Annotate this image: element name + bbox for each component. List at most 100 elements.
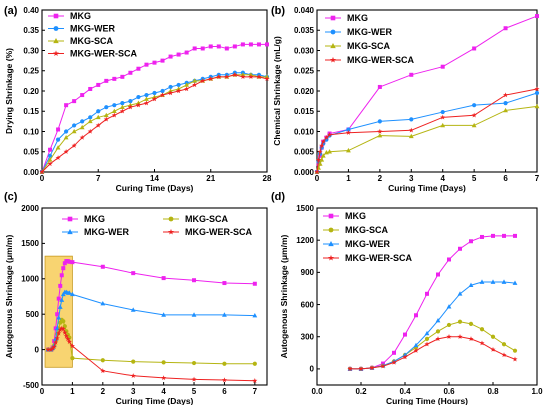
data-point [490,279,496,284]
data-point [346,127,351,132]
legend-marker [168,216,174,222]
data-point [104,78,109,83]
data-point [314,169,320,175]
data-point [58,283,63,288]
data-point [64,103,69,108]
data-point [128,70,133,75]
y-tick-label: 1500 [296,204,314,213]
data-point [152,60,157,65]
data-point [39,169,45,175]
legend-marker [330,56,336,63]
data-point [54,335,60,341]
x-tick-label: 2 [101,387,106,396]
legend-entry: MKG-WER-SCA [185,227,252,237]
data-point [447,257,451,262]
series-wersca [314,86,540,175]
data-point [512,356,518,362]
data-point [45,346,51,352]
data-point [59,273,64,278]
x-tick-label: 0 [315,174,320,183]
data-point [208,44,213,49]
x-tick-label: 0.2 [355,387,367,396]
legend-entry: MKG [84,214,105,224]
y-tick-label: 0 [35,345,40,354]
data-point [346,147,351,153]
data-point [469,239,473,244]
y-tick-label: -500 [23,381,40,390]
data-point [87,128,93,134]
data-point [130,373,136,378]
legend-marker [328,254,334,261]
data-point [446,304,452,309]
data-point [192,278,197,283]
data-point [468,321,474,326]
series-line [41,72,268,173]
x-axis-label: Curing Time (Days) [116,396,194,405]
x-tick-label: 28 [263,174,272,183]
data-point [55,145,61,150]
data-point [80,119,85,124]
data-point [64,129,69,134]
data-point [69,343,75,349]
y-tick-label: 0.25 [23,67,39,76]
data-point [409,72,414,77]
x-tick-label: 6 [503,174,508,183]
legend-entry: MKG-SCA [185,214,228,224]
data-point [222,312,227,317]
data-point [136,94,141,100]
legend-marker [328,227,334,233]
data-point [70,291,75,297]
data-point [369,365,375,371]
y-tick-label: 0.015 [294,107,315,116]
data-point [319,142,325,148]
panel-a: 0 7 14 21 28 0.00 0.05 0.10 0.15 0.20 0.25 0.30 0.35… [4,5,272,193]
data-point [252,361,257,366]
series-line [350,321,516,370]
data-point [184,50,189,55]
data-point [100,368,106,374]
data-point [67,259,72,264]
data-point [136,66,141,71]
data-point [502,233,506,238]
data-point [79,134,85,140]
legend-entry: MKG-WER [347,27,392,37]
data-point [380,363,386,369]
data-point [60,326,66,332]
data-point [317,161,323,166]
data-point [458,246,462,251]
data-point [151,96,158,102]
data-point [127,104,133,110]
legend-marker [53,38,59,44]
data-point [119,104,125,109]
data-point [440,109,445,115]
x-tick-label: 0.8 [487,387,499,396]
series-line [48,319,255,365]
data-point [200,78,206,84]
panel-b: 0 1 2 3 4 5 6 7 0.000 0.005 0.010 0.015 0.020 0.025 0.… [271,5,540,193]
data-point [479,340,485,346]
series-line [316,15,538,173]
legend: MKG MKG-SCA MKG-WER MKG-WER-SCA [323,211,412,263]
legend-marker [53,26,59,31]
data-point [414,313,418,318]
data-point [472,103,477,108]
data-point [534,103,540,109]
legend-marker [168,228,174,235]
data-point [200,46,205,51]
series-line [48,327,255,382]
legend: MKG MKG-SCA MKG-WER MKG-WER-SCA [62,214,252,237]
data-point [56,296,61,301]
y-tick-label: 0.010 [294,127,315,136]
data-point [327,149,332,154]
data-point [446,322,452,328]
y-tick-label: 0.15 [23,107,39,116]
legend-entry: MKG-WER [70,24,115,34]
data-point [71,128,77,134]
series-line [316,105,538,173]
data-point [161,375,167,381]
series-wer [45,289,258,352]
legend-entry: MKG-WER-SCA [347,55,414,65]
y-tick-label: 0.05 [23,148,39,157]
data-point [103,116,109,122]
data-point [135,102,141,108]
